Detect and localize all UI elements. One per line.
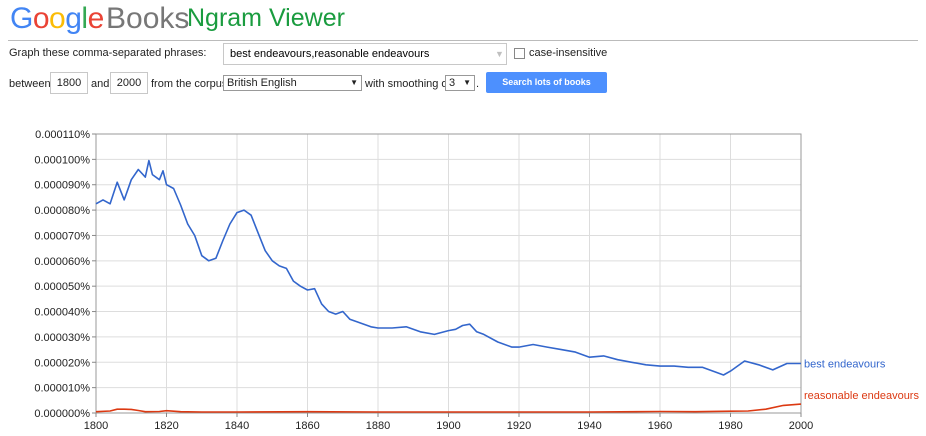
y-tick-label: 0.000060% [34,256,90,268]
y-tick-label: 0.000070% [34,230,90,242]
x-tick-label: 1880 [366,420,390,432]
year-end-input[interactable]: 2000 [110,72,148,94]
case-insensitive-checkbox[interactable] [514,48,525,59]
logo-letter: o [32,2,50,35]
chart-grid [95,133,802,414]
series-line [95,403,802,413]
y-tick-label: 0.000090% [34,180,90,192]
y-tick-label: 0.000010% [34,383,90,395]
between-label: between [9,78,51,90]
phrases-label: Graph these comma-separated phrases: [9,47,207,59]
and-label: and [91,78,110,90]
logo-letter: l [81,2,88,35]
logo-letter: G [10,2,33,35]
page-title: Ngram Viewer [187,4,345,32]
y-tick-label: 0.000080% [34,205,90,217]
dropdown-arrow-icon[interactable]: ▼ [495,49,504,59]
x-tick-label: 1900 [436,420,460,432]
series-lines [95,159,802,413]
x-tick-label: 1960 [648,420,672,432]
y-tick-label: 0.000040% [34,307,90,319]
chevron-down-icon: ▼ [350,78,358,87]
phrases-input[interactable] [223,43,507,65]
x-tick-label: 1980 [718,420,742,432]
books-label: Books [106,2,190,35]
corpus-value: British English [227,77,297,89]
x-tick-label: 1800 [84,420,108,432]
x-axis-ticks: 1800 1820 1840 1860 1880 1900 1920 1940 1960 1980… [84,413,813,432]
logo-letter: e [87,2,105,35]
series-label: reasonable endeavours [804,390,919,402]
smoothing-value: 3 [449,77,456,89]
corpus-select[interactable]: British English ▼ [223,75,362,91]
y-tick-label: 0.000110% [35,129,90,141]
smoothing-label: with smoothing of [365,78,451,90]
logo-letter: g [65,2,82,35]
logo-letter: o [49,2,66,35]
search-button[interactable]: Search lots of books [486,72,607,93]
x-tick-label: 1940 [577,420,601,432]
y-tick-label: 0.000100% [34,154,90,166]
x-tick-label: 1840 [225,420,249,432]
y-tick-label: 0.000020% [34,357,90,369]
x-tick-label: 2000 [789,420,813,432]
series-line [95,159,801,376]
y-tick-label: 0.000050% [34,281,90,293]
year-start-input[interactable]: 1800 [50,72,88,94]
chevron-down-icon: ▼ [463,78,471,87]
period-label: . [476,78,480,90]
header-divider [8,40,918,41]
x-tick-label: 1920 [507,420,531,432]
case-insensitive-label: case-insensitive [529,47,608,59]
google-logo[interactable]: Google [10,2,104,36]
x-tick-label: 1860 [295,420,319,432]
corpus-label: from the corpus [151,78,228,90]
x-tick-label: 1820 [154,420,178,432]
y-tick-label: 0.000030% [34,332,90,344]
series-labels: best endeavours reasonable endeavours [804,359,919,403]
smoothing-select[interactable]: 3 ▼ [445,75,475,91]
y-tick-label: 0.000000% [34,408,90,420]
y-axis-ticks: 0.000000% 0.000010% 0.000020% 0.000030% 0.00… [34,129,96,420]
series-label: best endeavours [804,359,886,371]
